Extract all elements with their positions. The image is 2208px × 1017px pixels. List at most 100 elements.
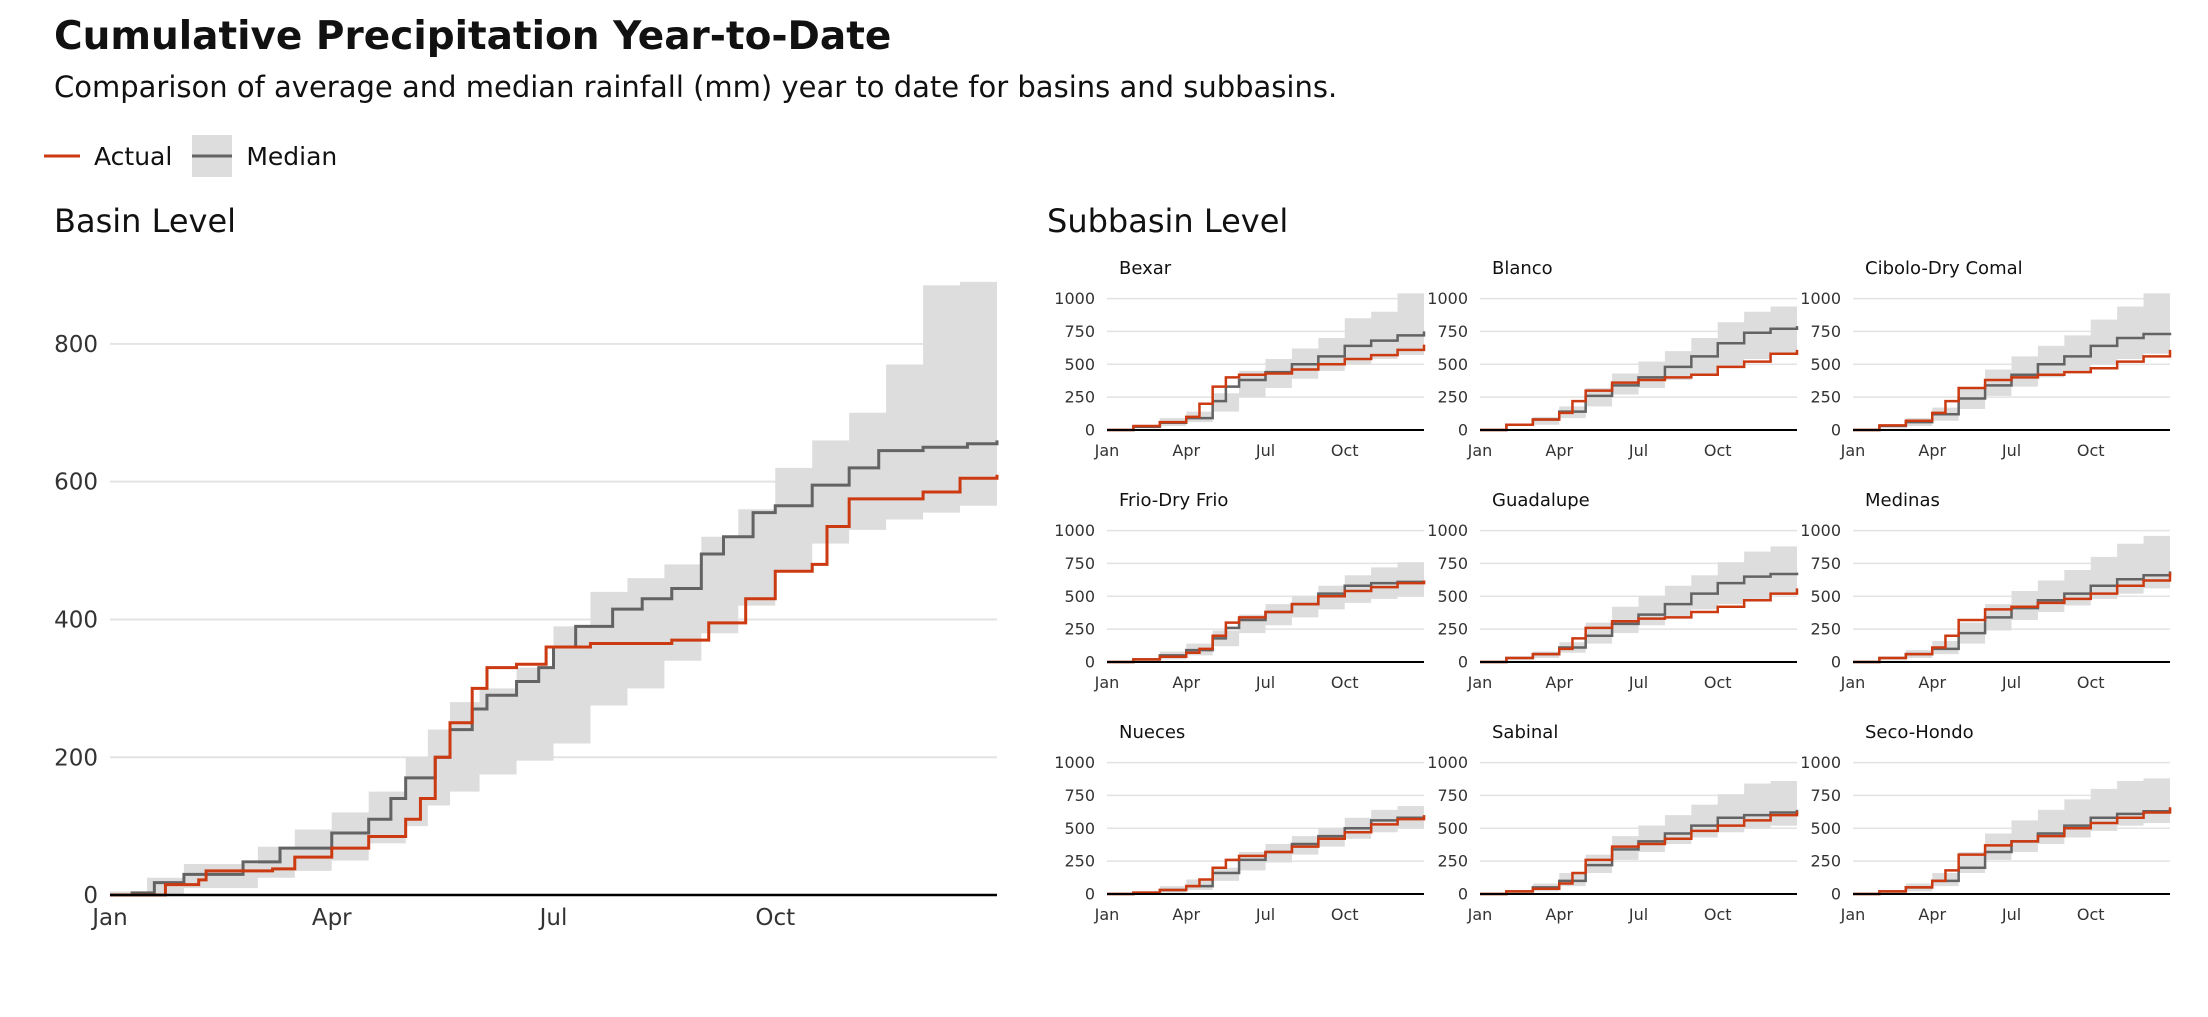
x-tick-label-frio-dry-frio-apr: Apr bbox=[1172, 673, 1200, 692]
panel-title-frio-dry-frio: Frio-Dry Frio bbox=[1119, 490, 1228, 511]
panel-title-cibolo-dry-comal: Cibolo-Dry Comal bbox=[1865, 258, 2023, 279]
legend-item-median: Median bbox=[190, 133, 337, 179]
x-tick-label-basin-jul: Jul bbox=[538, 905, 568, 931]
page-subtitle: Comparison of average and median rainfal… bbox=[54, 70, 1338, 104]
y-tick-label-blanco-250: 250 bbox=[1437, 388, 1468, 407]
x-tick-label-cibolo-dry-comal-jul: Jul bbox=[2001, 441, 2021, 460]
panel-guadalupe: 0 250 500 750 1000 Jan Apr Jul Oct Guadalupe bbox=[1427, 490, 1799, 692]
y-tick-label-blanco-500: 500 bbox=[1437, 355, 1468, 374]
y-tick-label-nueces-0: 0 bbox=[1085, 885, 1095, 904]
y-tick-label-basin-0: 0 bbox=[83, 883, 98, 909]
legend-item-actual: Actual bbox=[42, 133, 172, 179]
y-tick-label-basin-400: 400 bbox=[54, 607, 98, 633]
panel-title-bexar: Bexar bbox=[1119, 258, 1172, 279]
legend-swatch-actual bbox=[44, 154, 80, 158]
band-guadalupe bbox=[1480, 537, 1797, 662]
y-tick-label-seco-hondo-1000: 1000 bbox=[1800, 753, 1841, 772]
y-tick-label-sabinal-500: 500 bbox=[1437, 819, 1468, 838]
y-tick-label-cibolo-dry-comal-1000: 1000 bbox=[1800, 289, 1841, 308]
y-tick-label-guadalupe-750: 750 bbox=[1437, 554, 1468, 573]
y-tick-label-blanco-750: 750 bbox=[1437, 322, 1468, 341]
x-tick-label-seco-hondo-apr: Apr bbox=[1918, 905, 1946, 924]
y-tick-label-bexar-250: 250 bbox=[1064, 388, 1095, 407]
x-tick-label-bexar-oct: Oct bbox=[1331, 441, 1359, 460]
y-tick-label-sabinal-250: 250 bbox=[1437, 852, 1468, 871]
x-tick-label-guadalupe-apr: Apr bbox=[1545, 673, 1573, 692]
y-tick-label-frio-dry-frio-250: 250 bbox=[1064, 620, 1095, 639]
panel-sabinal: 0 250 500 750 1000 Jan Apr Jul Oct Sabinal bbox=[1427, 722, 1799, 924]
band-seco-hondo bbox=[1853, 777, 2170, 894]
x-tick-label-basin-oct: Oct bbox=[755, 905, 795, 931]
y-tick-label-cibolo-dry-comal-500: 500 bbox=[1810, 355, 1841, 374]
x-tick-label-blanco-apr: Apr bbox=[1545, 441, 1573, 460]
panel-frio-dry-frio: 0 250 500 750 1000 Jan Apr Jul Oct Frio-Dry Frio bbox=[1054, 490, 1426, 692]
basin-section-title: Basin Level bbox=[54, 202, 237, 240]
x-tick-label-blanco-oct: Oct bbox=[1704, 441, 1732, 460]
y-tick-label-seco-hondo-0: 0 bbox=[1831, 885, 1841, 904]
x-tick-label-frio-dry-frio-jan: Jan bbox=[1094, 673, 1120, 692]
actual-line-frio-dry-frio bbox=[1107, 580, 1426, 664]
panel-basin: 0 200 400 600 800 Jan Apr Jul Oct bbox=[54, 281, 999, 931]
y-tick-label-medinas-500: 500 bbox=[1810, 587, 1841, 606]
x-tick-label-guadalupe-jan: Jan bbox=[1467, 673, 1493, 692]
x-tick-label-cibolo-dry-comal-apr: Apr bbox=[1918, 441, 1946, 460]
actual-line-sabinal bbox=[1480, 811, 1799, 896]
x-tick-label-medinas-apr: Apr bbox=[1918, 673, 1946, 692]
y-tick-label-nueces-1000: 1000 bbox=[1054, 753, 1095, 772]
x-tick-label-nueces-jul: Jul bbox=[1255, 905, 1275, 924]
x-tick-label-medinas-jan: Jan bbox=[1840, 673, 1866, 692]
panel-title-guadalupe: Guadalupe bbox=[1492, 490, 1590, 511]
x-tick-label-blanco-jul: Jul bbox=[1628, 441, 1648, 460]
y-tick-label-bexar-750: 750 bbox=[1064, 322, 1095, 341]
y-tick-label-basin-200: 200 bbox=[54, 745, 98, 771]
band-bexar bbox=[1107, 292, 1424, 430]
x-tick-label-sabinal-apr: Apr bbox=[1545, 905, 1573, 924]
band-cibolo-dry-comal bbox=[1853, 292, 2170, 430]
y-tick-label-guadalupe-500: 500 bbox=[1437, 587, 1468, 606]
y-tick-label-seco-hondo-250: 250 bbox=[1810, 852, 1841, 871]
band-medinas bbox=[1853, 533, 2170, 662]
x-tick-label-cibolo-dry-comal-oct: Oct bbox=[2077, 441, 2105, 460]
y-tick-label-nueces-250: 250 bbox=[1064, 852, 1095, 871]
y-tick-label-cibolo-dry-comal-750: 750 bbox=[1810, 322, 1841, 341]
actual-line-medinas bbox=[1853, 572, 2172, 664]
x-tick-label-frio-dry-frio-oct: Oct bbox=[1331, 673, 1359, 692]
panel-title-blanco: Blanco bbox=[1492, 258, 1553, 279]
panel-title-sabinal: Sabinal bbox=[1492, 722, 1558, 743]
y-tick-label-sabinal-750: 750 bbox=[1437, 786, 1468, 805]
x-tick-label-nueces-jan: Jan bbox=[1094, 905, 1120, 924]
panel-seco-hondo: 0 250 500 750 1000 Jan Apr Jul Oct Seco-Hondo bbox=[1800, 722, 2172, 924]
y-tick-label-medinas-750: 750 bbox=[1810, 554, 1841, 573]
page-title: Cumulative Precipitation Year-to-Date bbox=[54, 14, 892, 59]
y-tick-label-bexar-0: 0 bbox=[1085, 421, 1095, 440]
y-tick-label-bexar-1000: 1000 bbox=[1054, 289, 1095, 308]
panel-cibolo-dry-comal: 0 250 500 750 1000 Jan Apr Jul Oct Cibolo-Dry Com… bbox=[1800, 258, 2172, 460]
y-tick-label-bexar-500: 500 bbox=[1064, 355, 1095, 374]
y-tick-label-cibolo-dry-comal-0: 0 bbox=[1831, 421, 1841, 440]
x-tick-label-sabinal-oct: Oct bbox=[1704, 905, 1732, 924]
y-tick-label-blanco-0: 0 bbox=[1458, 421, 1468, 440]
legend: Actual Median bbox=[42, 133, 355, 179]
y-tick-label-seco-hondo-500: 500 bbox=[1810, 819, 1841, 838]
x-tick-label-cibolo-dry-comal-jan: Jan bbox=[1840, 441, 1866, 460]
x-tick-label-blanco-jan: Jan bbox=[1467, 441, 1493, 460]
y-tick-label-medinas-250: 250 bbox=[1810, 620, 1841, 639]
actual-line-blanco bbox=[1480, 349, 1799, 432]
x-tick-label-bexar-apr: Apr bbox=[1172, 441, 1200, 460]
legend-label-actual: Actual bbox=[94, 141, 173, 171]
legend-swatch-median bbox=[192, 135, 233, 177]
panel-bexar: 0 250 500 750 1000 Jan Apr Jul Oct Bexar bbox=[1054, 258, 1426, 460]
y-tick-label-seco-hondo-750: 750 bbox=[1810, 786, 1841, 805]
y-tick-label-medinas-1000: 1000 bbox=[1800, 521, 1841, 540]
actual-line-cibolo-dry-comal bbox=[1853, 349, 2172, 432]
actual-line-nueces bbox=[1107, 815, 1426, 896]
x-tick-label-basin-apr: Apr bbox=[312, 905, 352, 931]
x-tick-label-nueces-apr: Apr bbox=[1172, 905, 1200, 924]
y-tick-label-cibolo-dry-comal-250: 250 bbox=[1810, 388, 1841, 407]
subbasin-section-title: Subbasin Level bbox=[1047, 202, 1289, 240]
y-tick-label-basin-600: 600 bbox=[54, 470, 98, 496]
band-nueces bbox=[1107, 803, 1424, 894]
y-tick-label-basin-800: 800 bbox=[54, 332, 98, 358]
x-tick-label-nueces-oct: Oct bbox=[1331, 905, 1359, 924]
x-tick-label-guadalupe-jul: Jul bbox=[1628, 673, 1648, 692]
